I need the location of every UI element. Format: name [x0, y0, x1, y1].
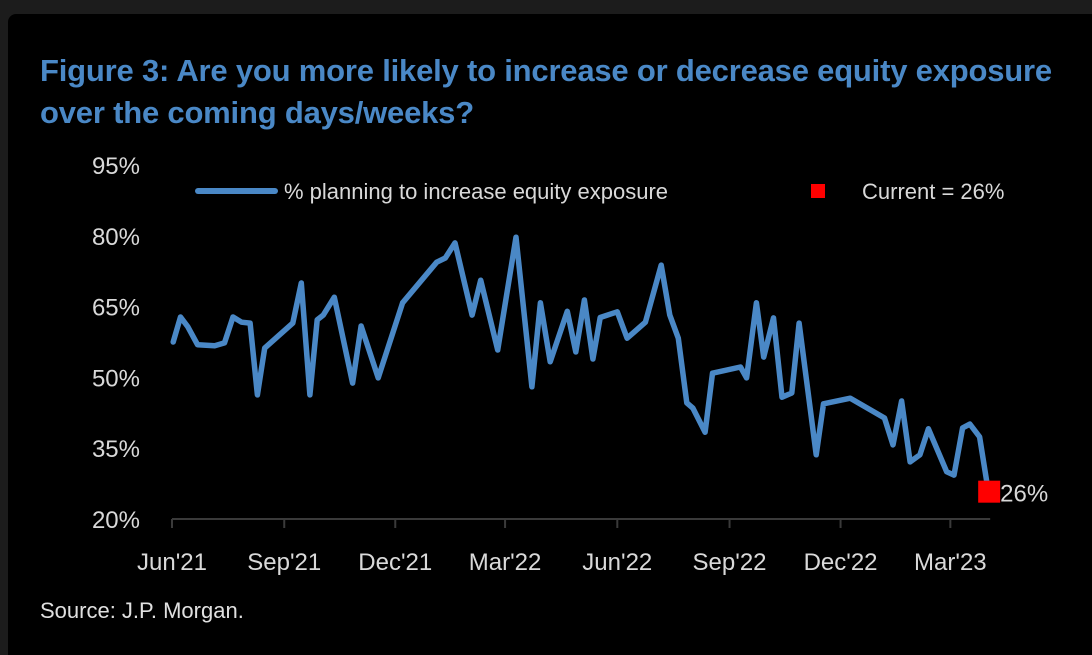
x-tick-label: Jun'22: [582, 549, 652, 576]
legend-marker-swatch: [811, 184, 825, 198]
x-tick-label: Sep'22: [693, 549, 767, 576]
y-tick-label: 50%: [92, 365, 140, 392]
y-tick-label: 95%: [92, 153, 140, 180]
x-tick-label: Sep'21: [247, 549, 321, 576]
x-tick-label: Mar'22: [469, 549, 542, 576]
y-tick-label: 65%: [92, 295, 140, 322]
x-tick-label: Jun'21: [137, 549, 207, 576]
series-line: [170, 234, 991, 494]
x-tick-label: Dec'22: [804, 549, 878, 576]
y-tick-label: 35%: [92, 436, 140, 463]
chart-panel: [8, 14, 1092, 655]
current-marker: [978, 480, 1001, 503]
y-tick-label: 80%: [92, 224, 140, 251]
y-tick-label: 20%: [92, 507, 140, 534]
x-tick-label: Dec'21: [358, 549, 432, 576]
legend-label-current: Current = 26%: [862, 179, 1004, 204]
source-note: Source: J.P. Morgan.: [40, 598, 244, 623]
current-data-label: 26%: [1000, 481, 1048, 508]
legend-label: % planning to increase equity exposure: [284, 179, 668, 204]
chart-title: Figure 3: Are you more likely to increas…: [40, 53, 1052, 130]
x-tick-label: Mar'23: [914, 549, 987, 576]
